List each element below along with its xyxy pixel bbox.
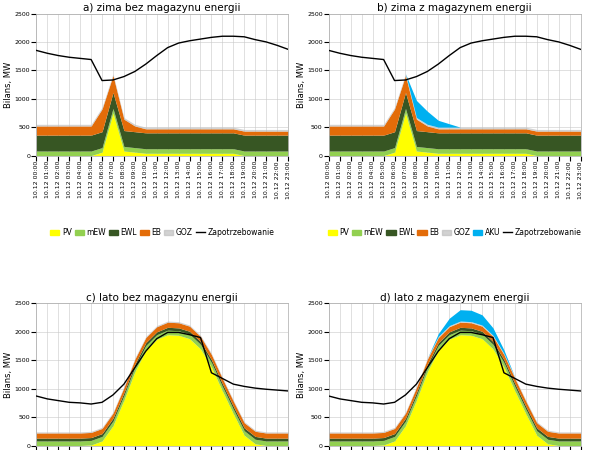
Y-axis label: Bilans, MW: Bilans, MW: [296, 351, 306, 398]
Y-axis label: Bilans, MW: Bilans, MW: [4, 61, 13, 108]
Legend: PV, mEW, EWL, EB, GOZ, Zapotrzebowanie: PV, mEW, EWL, EB, GOZ, Zapotrzebowanie: [50, 228, 274, 237]
Y-axis label: Bilans, MW: Bilans, MW: [296, 61, 306, 108]
Title: a) zima bez magazynu energii: a) zima bez magazynu energii: [83, 3, 241, 13]
Title: c) lato bez magazynu energii: c) lato bez magazynu energii: [87, 292, 238, 303]
Y-axis label: Bilans, MW: Bilans, MW: [4, 351, 13, 398]
Title: d) lato z magazynem energii: d) lato z magazynem energii: [380, 292, 529, 303]
Legend: PV, mEW, EWL, EB, GOZ, AKU, Zapotrzebowanie: PV, mEW, EWL, EB, GOZ, AKU, Zapotrzebowa…: [328, 228, 581, 237]
Title: b) zima z magazynem energii: b) zima z magazynem energii: [378, 3, 532, 13]
